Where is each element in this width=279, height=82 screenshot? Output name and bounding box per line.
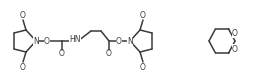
Text: N: N (33, 36, 39, 46)
Text: O: O (59, 50, 65, 58)
Text: O: O (116, 36, 122, 46)
Text: O: O (140, 62, 146, 72)
Text: O: O (44, 36, 50, 46)
Text: O: O (232, 45, 238, 53)
Text: HN: HN (69, 35, 81, 43)
Text: O: O (106, 50, 112, 58)
Text: O: O (20, 62, 26, 72)
Text: O: O (232, 29, 238, 37)
Text: O: O (20, 10, 26, 20)
Text: N: N (127, 36, 133, 46)
Text: O: O (140, 10, 146, 20)
